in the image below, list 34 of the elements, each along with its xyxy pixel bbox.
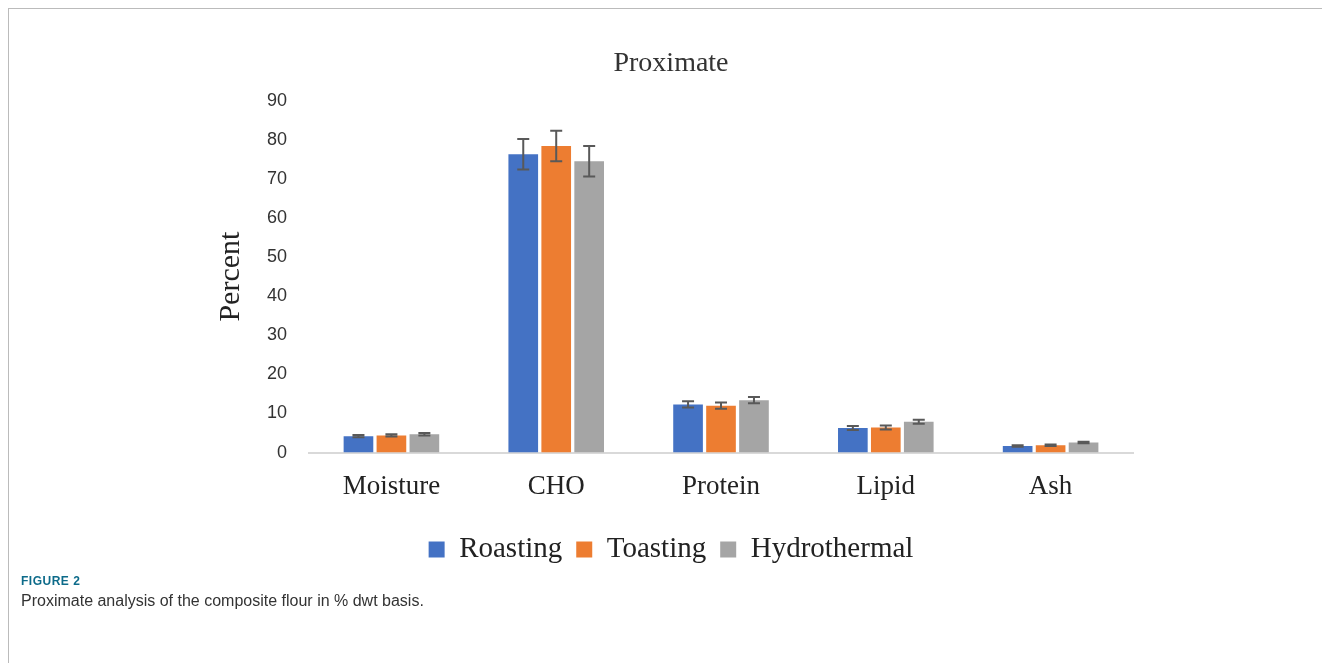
legend-label: Toasting — [606, 531, 707, 564]
bar — [409, 434, 440, 453]
bar — [376, 435, 407, 453]
legend-label: Hydrothermal — [750, 531, 914, 564]
x-tick-label: CHO — [527, 469, 585, 500]
legend-label: Roasting — [459, 531, 563, 564]
y-tick-label: 50 — [266, 246, 288, 267]
bar — [673, 404, 703, 453]
y-axis-title: Percent — [211, 230, 245, 322]
x-tick-label: Lipid — [856, 469, 916, 500]
x-tick-label: Protein — [682, 469, 761, 500]
bar — [508, 154, 539, 453]
y-tick-label: 90 — [266, 89, 288, 110]
bar — [739, 400, 769, 453]
y-tick-label: 60 — [266, 206, 288, 227]
chart-title: Proximate — [613, 46, 729, 78]
y-tick-label: 0 — [277, 441, 288, 462]
text: Proximate analysis of the composite flour in % dwt basis. — [21, 592, 424, 610]
y-tick-label: 40 — [266, 285, 288, 306]
y-tick-label: 80 — [266, 128, 288, 149]
y-tick-label: 70 — [266, 167, 288, 188]
bar — [541, 145, 572, 453]
caption: FIGURE 2 — [21, 574, 82, 588]
y-tick-label: 30 — [266, 324, 288, 345]
x-tick-label: Ash — [1028, 469, 1073, 500]
bar — [343, 436, 374, 453]
x-tick-label: Moisture — [342, 469, 441, 500]
bar — [838, 427, 868, 453]
bar — [870, 427, 901, 453]
y-tick-label: 20 — [266, 363, 288, 384]
y-tick-label: 10 — [266, 402, 288, 423]
bar — [706, 405, 736, 453]
bar — [574, 161, 605, 453]
bar — [903, 421, 934, 453]
